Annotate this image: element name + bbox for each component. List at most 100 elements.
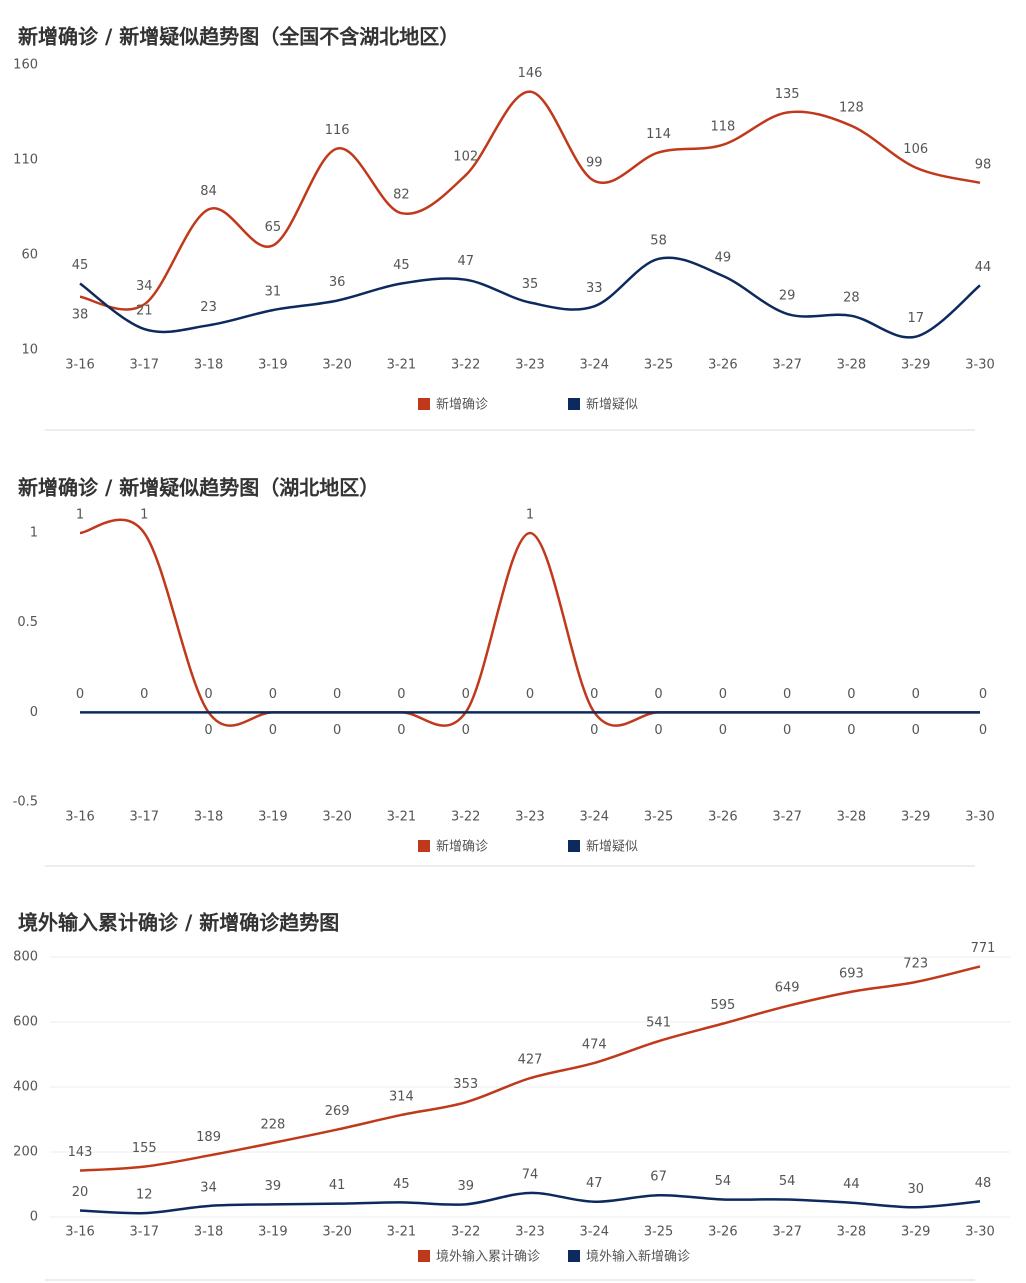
data-label: 146 (518, 66, 543, 81)
data-label: 723 (903, 957, 928, 972)
x-tick-label: 3-28 (837, 358, 867, 373)
legend-label: 境外输入新增确诊 (586, 1249, 690, 1265)
data-label: 34 (136, 279, 153, 294)
x-tick-label: 3-18 (194, 1225, 224, 1240)
data-label: 102 (453, 150, 478, 165)
data-label: 0 (204, 723, 212, 738)
data-label: 45 (72, 258, 89, 273)
data-label: 0 (590, 723, 598, 738)
x-tick-label: 3-20 (322, 1225, 352, 1240)
data-label: 0 (140, 687, 148, 702)
data-label: 474 (582, 1037, 607, 1052)
data-label: 693 (839, 966, 864, 981)
data-label: 45 (393, 1177, 410, 1192)
data-label: 143 (68, 1145, 93, 1160)
data-label: 0 (462, 723, 470, 738)
legend-swatch (418, 398, 430, 410)
data-label: 44 (843, 1177, 860, 1192)
y-tick-label: 1 (30, 526, 38, 541)
data-label: 155 (132, 1141, 157, 1156)
x-tick-label: 3-23 (515, 358, 545, 373)
x-tick-label: 3-25 (644, 810, 674, 825)
data-label: 45 (393, 258, 410, 273)
x-tick-label: 3-17 (130, 1225, 160, 1240)
legend-swatch (568, 398, 580, 410)
data-label: 33 (586, 281, 603, 296)
data-label: 0 (654, 687, 662, 702)
y-tick-label: 0 (30, 1210, 38, 1225)
data-label: 128 (839, 100, 864, 115)
data-label: 0 (847, 723, 855, 738)
data-label: 31 (265, 285, 282, 300)
data-label: 0 (397, 723, 405, 738)
x-tick-label: 3-19 (258, 810, 288, 825)
data-label: 74 (522, 1167, 539, 1182)
data-label: 0 (719, 723, 727, 738)
data-label: 0 (269, 723, 277, 738)
data-label: 47 (586, 1176, 603, 1191)
data-label: 47 (457, 254, 474, 269)
x-tick-label: 3-17 (130, 358, 160, 373)
y-tick-label: 110 (13, 153, 38, 168)
data-label: 314 (389, 1089, 414, 1104)
data-label: 0 (397, 687, 405, 702)
x-tick-label: 3-19 (258, 1225, 288, 1240)
data-label: 28 (843, 290, 860, 305)
data-label: 116 (325, 123, 350, 138)
x-tick-label: 3-23 (515, 1225, 545, 1240)
x-tick-label: 3-16 (65, 1225, 95, 1240)
data-label: 36 (329, 275, 346, 290)
data-label: 1 (140, 508, 148, 523)
x-tick-label: 3-28 (837, 810, 867, 825)
data-label: 0 (333, 723, 341, 738)
data-label: 427 (518, 1053, 543, 1068)
legend-label: 新增疑似 (586, 397, 638, 413)
x-tick-label: 3-20 (322, 810, 352, 825)
data-label: 0 (912, 687, 920, 702)
y-tick-label: 400 (13, 1080, 38, 1095)
legend-label: 新增确诊 (436, 397, 488, 413)
data-label: 0 (333, 687, 341, 702)
line-series (79, 1191, 981, 1215)
data-label: 39 (457, 1179, 474, 1194)
data-label: 98 (975, 157, 992, 172)
data-label: 48 (975, 1176, 992, 1191)
data-label: 0 (204, 687, 212, 702)
x-tick-label: 3-27 (772, 358, 802, 373)
data-label: 269 (325, 1104, 350, 1119)
x-tick-label: 3-23 (515, 810, 545, 825)
x-tick-label: 3-25 (644, 358, 674, 373)
x-tick-label: 3-29 (901, 358, 931, 373)
legend-label: 境外输入累计确诊 (436, 1249, 540, 1265)
y-tick-label: 10 (21, 343, 38, 358)
data-label: 0 (462, 687, 470, 702)
data-label: 771 (971, 941, 996, 956)
data-label: 0 (847, 687, 855, 702)
data-label: 135 (775, 87, 800, 102)
x-tick-label: 3-21 (387, 358, 417, 373)
data-label: 54 (779, 1174, 796, 1189)
x-tick-label: 3-26 (708, 358, 738, 373)
data-label: 0 (654, 723, 662, 738)
line-series (79, 256, 981, 339)
data-label: 65 (265, 220, 282, 235)
data-label: 189 (196, 1130, 221, 1145)
data-label: 30 (907, 1182, 924, 1197)
data-label: 39 (265, 1179, 282, 1194)
y-tick-label: 60 (21, 248, 38, 263)
data-label: 82 (393, 188, 410, 203)
data-label: 0 (912, 723, 920, 738)
data-label: 0 (979, 723, 987, 738)
data-label: 0 (783, 723, 791, 738)
x-tick-label: 3-22 (451, 1225, 481, 1240)
x-tick-label: 3-21 (387, 810, 417, 825)
data-label: 58 (650, 233, 667, 248)
y-tick-label: 200 (13, 1145, 38, 1160)
data-label: 41 (329, 1178, 346, 1193)
line-series (79, 965, 981, 1172)
data-label: 0 (76, 687, 84, 702)
x-tick-label: 3-24 (580, 1225, 610, 1240)
y-tick-label: 0.5 (17, 615, 38, 630)
data-label: 1 (526, 508, 534, 523)
y-tick-label: 600 (13, 1015, 38, 1030)
